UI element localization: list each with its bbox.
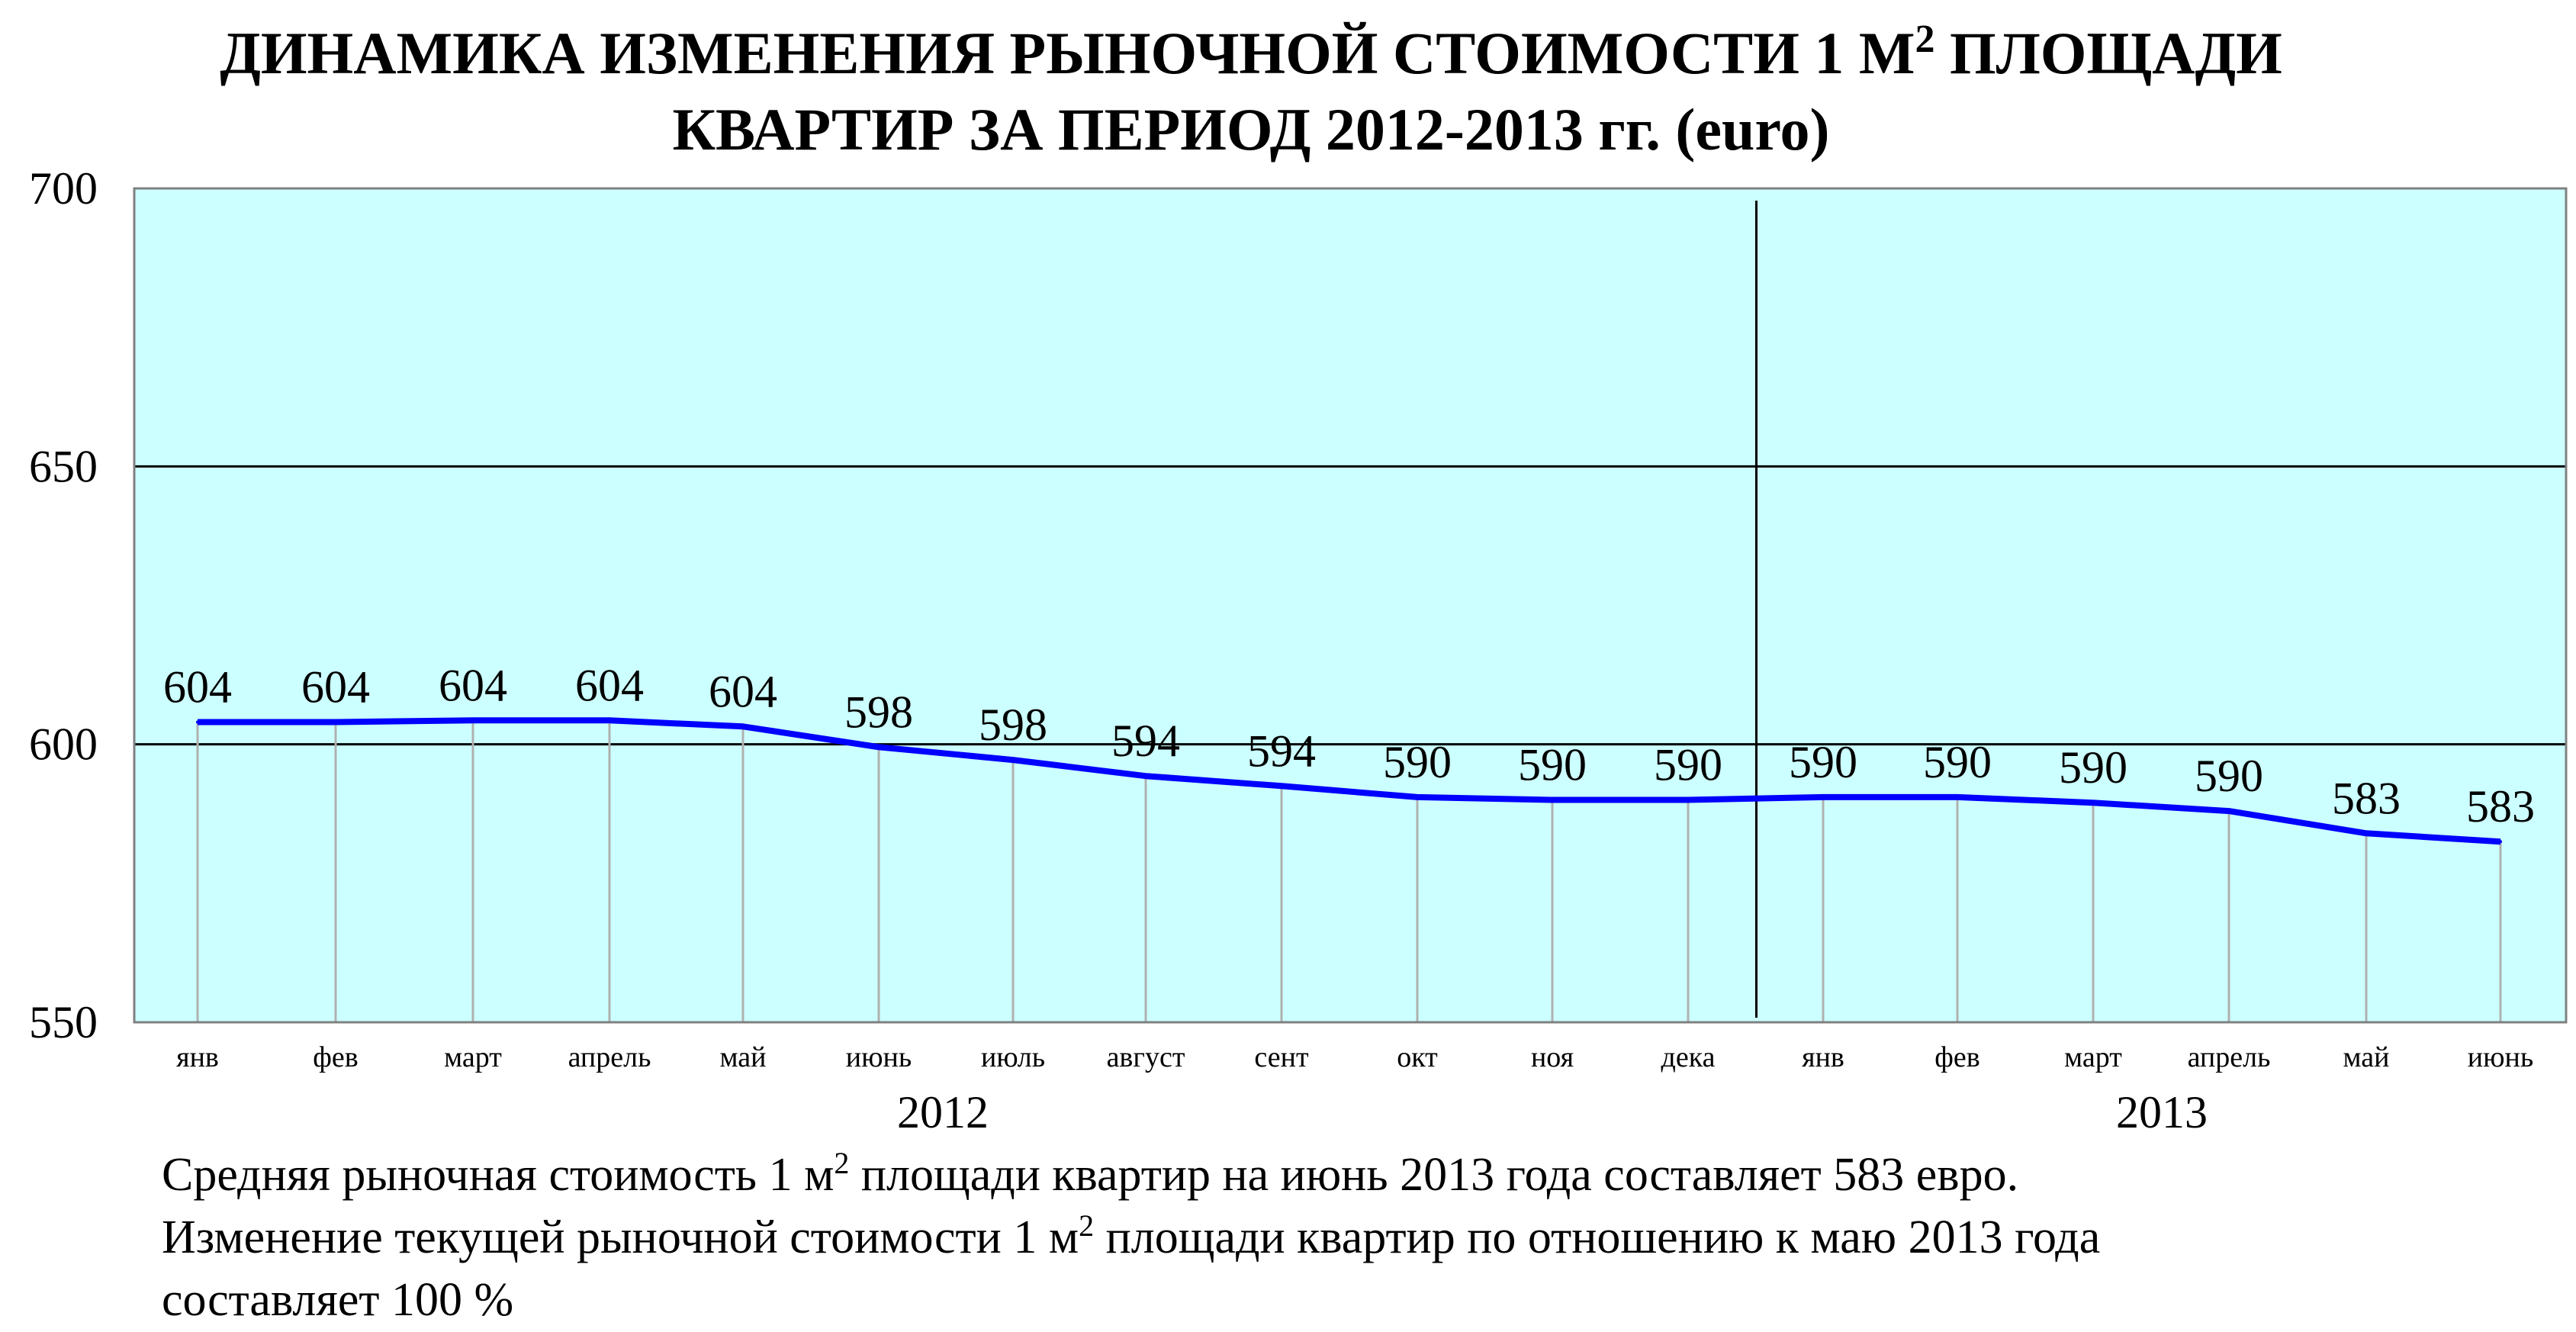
grid-lines <box>134 465 2566 746</box>
year-label: 2012 <box>897 1087 989 1137</box>
data-label: 598 <box>844 687 913 737</box>
data-label: 604 <box>575 660 644 710</box>
data-label: 594 <box>1111 716 1180 766</box>
data-point <box>2227 809 2230 813</box>
x-tick-label: ноя <box>1531 1041 1574 1073</box>
x-tick-label: март <box>2064 1041 2122 1073</box>
x-tick-label: окт <box>1397 1041 1438 1073</box>
x-tick-label: янв <box>176 1041 219 1073</box>
data-point <box>877 745 880 749</box>
caption-line1: Средняя рыночная стоимость 1 м2 площади … <box>162 1146 2019 1202</box>
year-labels: 2012 2013 <box>897 1087 2208 1137</box>
data-label: 583 <box>2466 781 2535 832</box>
data-label: 590 <box>1383 737 1452 787</box>
data-point <box>1822 795 1825 799</box>
chart-title-line1: ДИНАМИКА ИЗМЕНЕНИЯ РЫНОЧНОЙ СТОИМОСТИ 1 … <box>220 18 2282 86</box>
data-label: 604 <box>301 662 370 713</box>
x-tick-label: июнь <box>846 1041 912 1073</box>
data-label: 590 <box>2059 742 2127 793</box>
x-tick-label: июнь <box>2468 1041 2533 1073</box>
data-point <box>1280 784 1283 788</box>
data-label: 590 <box>2195 751 2263 801</box>
year-label: 2013 <box>2116 1087 2208 1137</box>
x-tick-label: дека <box>1661 1041 1716 1073</box>
x-tick-label: май <box>720 1041 767 1073</box>
x-tick-label: фев <box>1934 1041 1979 1073</box>
plot-border <box>133 187 2568 1024</box>
y-tick-label: 700 <box>29 163 98 214</box>
x-tick-label: март <box>444 1041 502 1073</box>
y-tick-label: 650 <box>29 441 98 491</box>
x-tick-label: июль <box>981 1041 1045 1073</box>
x-tick-label: апрель <box>2188 1041 2271 1073</box>
y-axis-ticks: 550 600 650 700 <box>29 163 98 1047</box>
series-line <box>196 717 2502 845</box>
data-label: 583 <box>2332 773 2401 823</box>
data-point <box>1551 798 1554 802</box>
data-point <box>608 719 611 722</box>
y-tick-label: 550 <box>29 997 98 1047</box>
plot-area <box>134 188 2566 1022</box>
x-tick-label: август <box>1107 1041 1185 1073</box>
data-label: 598 <box>979 700 1047 750</box>
data-label: 604 <box>439 660 507 710</box>
data-labels: 604 604 604 604 604 598 598 594 594 590 590 590 590 5… <box>163 660 2535 832</box>
data-point <box>1144 774 1147 778</box>
data-point <box>741 725 744 729</box>
data-label: 594 <box>1247 726 1316 776</box>
caption-line3: составляет 100 % <box>162 1274 514 1326</box>
data-point <box>2499 840 2502 844</box>
data-label: 590 <box>1789 737 1857 787</box>
drop-lines <box>196 720 2502 1022</box>
data-label: 604 <box>709 666 777 716</box>
data-point <box>334 720 337 724</box>
x-tick-label: апрель <box>568 1041 651 1073</box>
y-tick-label: 600 <box>29 719 98 770</box>
data-label: 590 <box>1654 740 1722 790</box>
data-label: 604 <box>163 662 232 713</box>
series-line-path <box>198 717 2501 845</box>
caption-line2: Изменение текущей рыночной стоимости 1 м… <box>162 1208 2101 1264</box>
x-tick-label: фев <box>313 1041 358 1073</box>
x-tick-label: янв <box>1802 1041 1844 1073</box>
x-axis-ticks: янв фев март апрель май июнь июль август сент окт… <box>176 1041 2533 1073</box>
data-point <box>1011 758 1015 762</box>
data-point <box>1416 795 1419 799</box>
x-tick-label: сент <box>1254 1041 1309 1073</box>
data-point <box>2365 832 2368 835</box>
data-point <box>1956 795 1959 799</box>
data-point <box>471 719 474 722</box>
data-label: 590 <box>1923 737 1992 787</box>
data-point <box>2092 801 2095 805</box>
chart-title-line2: КВАРТИР ЗА ПЕРИОД 2012-2013 гг. (euro) <box>672 96 1829 162</box>
x-tick-label: май <box>2343 1041 2390 1073</box>
data-point <box>196 720 199 724</box>
data-point <box>1687 798 1690 802</box>
data-label: 590 <box>1518 740 1587 790</box>
